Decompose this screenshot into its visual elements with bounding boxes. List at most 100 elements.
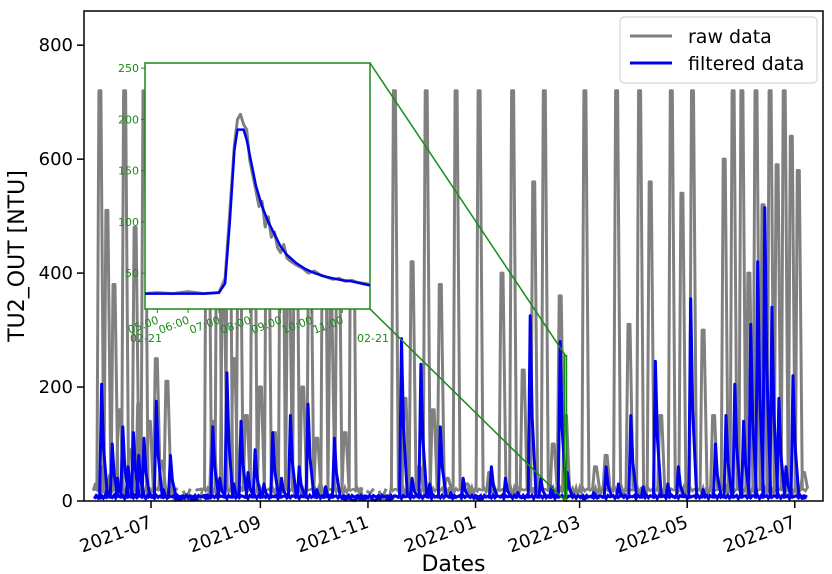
raw-data-peak (451, 89, 462, 491)
filtered-data-peak (436, 425, 448, 499)
raw-data-peak (151, 357, 162, 491)
raw-data-peak (698, 328, 709, 491)
filtered-data-peak (417, 362, 429, 499)
y-tick-label: 600 (39, 149, 73, 170)
raw-data-peak (102, 208, 113, 491)
raw-data-peak (779, 89, 790, 491)
raw-data-peak (793, 169, 804, 491)
x-tick-label: 2022-01 (401, 512, 479, 557)
filtered-data-peak (761, 206, 773, 499)
raw-data-peak (109, 283, 120, 491)
filtered-data-peak (304, 402, 316, 499)
raw-data-peak (389, 89, 400, 491)
raw-data-peak (737, 89, 748, 491)
raw-data-peak (241, 414, 252, 491)
y-tick-label: 400 (39, 263, 73, 284)
filtered-data-peak (602, 465, 614, 499)
raw-data-peak (130, 226, 141, 491)
raw-data-peak (508, 89, 519, 491)
zoom-connector-bottom (369, 308, 567, 502)
raw-data-peak (312, 436, 323, 491)
y-tick-label: 200 (39, 377, 73, 398)
raw-data-peak (298, 385, 309, 491)
filtered-data-peak (209, 425, 221, 499)
inset-y-tick-label: 50 (125, 267, 139, 280)
filtered-data-peak (722, 414, 734, 499)
raw-data-peak (365, 487, 375, 494)
inset-filtered-line (145, 128, 371, 295)
filtered-data-peak (502, 476, 513, 499)
raw-data-peak (407, 260, 418, 491)
raw-data-peak (765, 89, 776, 491)
legend-label: filtered data (688, 53, 804, 75)
x-tick-label: 2021-07 (77, 512, 155, 557)
y-tick-label: 0 (62, 491, 73, 512)
filtered-data-peak (789, 374, 801, 499)
filtered-data-peak (251, 448, 263, 499)
filtered-data-peak (651, 359, 663, 499)
x-tick-label: 2022-07 (721, 512, 799, 557)
filtered-data-peak (223, 371, 235, 499)
raw-data-peak (772, 163, 783, 491)
raw-data-peak (539, 89, 550, 491)
raw-data-peak (421, 89, 432, 491)
y-tick-label: 800 (39, 35, 73, 56)
filtered-data-peak (459, 476, 471, 499)
raw-data-peak (719, 157, 730, 491)
x-tick-label: 2021-11 (294, 512, 372, 557)
x-tick-label: 2022-03 (505, 512, 583, 557)
filtered-data-peak (166, 453, 178, 499)
filtered-data-peak (140, 436, 152, 499)
raw-data-peak (635, 89, 646, 491)
inset-x-end-label: 02-21 (357, 332, 389, 345)
inset-frame (144, 62, 371, 310)
raw-data-peak (688, 89, 698, 491)
filtered-data-peak (408, 476, 420, 499)
legend-label: raw data (688, 26, 772, 48)
inset-x-start-label: 02-21 (130, 332, 162, 345)
raw-data-peak (612, 89, 623, 491)
filtered-data-peak (731, 382, 743, 499)
raw-data-peak (255, 385, 266, 491)
inset-y-tick-label: 100 (118, 216, 139, 229)
inset-group: 5010015020025005:0006:0007:0008:0009:001… (118, 62, 389, 345)
filtered-data-peak (487, 465, 499, 499)
zoom-connector-top (369, 62, 567, 357)
filtered-data-peak (398, 337, 409, 499)
y-axis-title: TU2_OUT [NTU] (5, 170, 30, 343)
zoom-connector-group (369, 62, 568, 502)
legend: raw data filtered data (619, 16, 818, 84)
raw-data-peak (677, 191, 688, 491)
filtered-data-peak (674, 465, 686, 499)
raw-data-peak (435, 283, 446, 491)
filtered-data-peak (152, 399, 164, 499)
raw-data-peak (580, 89, 591, 491)
raw-data-peak (497, 271, 508, 491)
raw-data-peak (786, 134, 797, 491)
plot-frame (83, 10, 824, 502)
raw-data-peak (645, 180, 656, 491)
raw-data-peak (518, 368, 529, 491)
legend-box (619, 16, 818, 84)
inset-x-tick-label: 06:00 (157, 314, 191, 337)
x-tick-label: 2021-09 (186, 512, 264, 557)
x-tick-label: 2022-05 (613, 512, 691, 557)
raw-data-peak (162, 379, 173, 491)
filtered-data-peak (526, 314, 538, 499)
raw-data-peak (591, 465, 601, 491)
filtered-data-peak (286, 414, 298, 499)
raw-data-peak (95, 89, 106, 491)
filtered-data-peak (384, 496, 395, 502)
filtered-data-peak (98, 382, 110, 499)
raw-data-peak (144, 419, 155, 491)
raw-data-peak (428, 408, 439, 491)
filtered-data-baseline (93, 492, 808, 502)
raw-data-peak (340, 431, 351, 491)
filtered-data-peak (330, 436, 342, 499)
filtered-series-group (93, 206, 808, 502)
raw-data-peak (474, 89, 485, 491)
filtered-data-peak (627, 414, 639, 499)
raw-data-peak (799, 471, 810, 491)
inset-y-tick-label: 250 (118, 62, 139, 75)
raw-data-peak (728, 89, 739, 491)
